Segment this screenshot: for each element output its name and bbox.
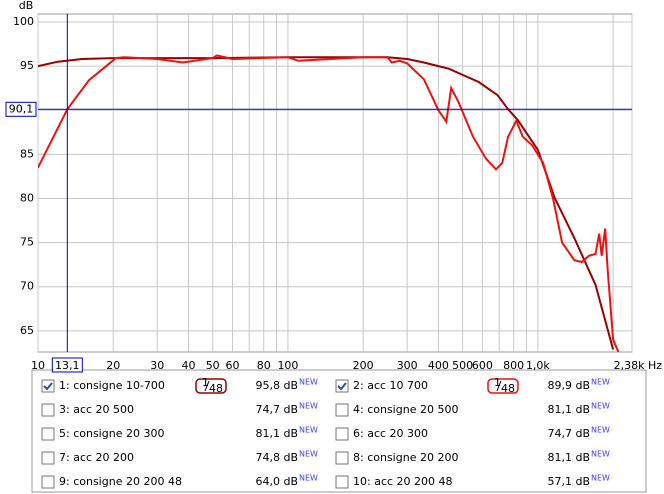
legend-entry: 6: acc 20 300 74,7 dB NEW: [335, 426, 610, 441]
level-value: 95,8 dB: [255, 379, 298, 392]
x-tick-label: 30: [150, 359, 164, 372]
new-badge: NEW: [299, 402, 318, 411]
new-badge: NEW: [299, 450, 318, 459]
x-tick-label: 40: [181, 359, 195, 372]
smoothing-slash: [496, 380, 502, 392]
smoothing-den: 48: [501, 382, 515, 395]
new-badge: NEW: [591, 426, 610, 435]
new-badge: NEW: [591, 450, 610, 459]
x-tick-label: 60: [225, 359, 239, 372]
new-badge: NEW: [299, 474, 318, 483]
legend-label: 4: consigne 20 500: [353, 403, 458, 416]
checkbox[interactable]: [335, 379, 349, 393]
smoothing-badge[interactable]: [195, 378, 227, 394]
level-value: 74,8 dB: [255, 451, 298, 464]
smoothing-den: 48: [209, 382, 223, 395]
level-value: 57,1 dB: [547, 475, 590, 488]
legend-entry: 8: consigne 20 200 81,1 dB NEW: [335, 450, 610, 465]
checkbox[interactable]: [335, 451, 349, 465]
y-tick-label: 85: [20, 147, 34, 160]
smoothing-slash: [204, 380, 210, 392]
legend-entry: 10: acc 20 200 48 57,1 dB NEW: [335, 474, 610, 489]
new-badge: NEW: [299, 378, 318, 387]
y-tick-label: 80: [20, 191, 34, 204]
x-tick-label: 500: [452, 359, 473, 372]
x-tick-label: 1,0k: [526, 359, 550, 372]
legend-label: 6: acc 20 300: [353, 427, 428, 440]
level-value: 74,7 dB: [547, 427, 590, 440]
cursor-label-box: [51, 357, 83, 373]
new-badge: NEW: [299, 426, 318, 435]
smoothing-badge[interactable]: [487, 378, 519, 394]
x-tick-label: 300: [397, 359, 418, 372]
x-tick-label: 50: [206, 359, 220, 372]
checkbox[interactable]: [335, 427, 349, 441]
checkbox[interactable]: [41, 451, 55, 465]
new-badge: NEW: [591, 474, 610, 483]
y-tick-label: 100: [13, 15, 34, 28]
level-value: 64,0 dB: [255, 475, 298, 488]
legend-label: 8: consigne 20 200: [353, 451, 458, 464]
y-tick-label: 75: [20, 236, 34, 249]
legend-entry: 5: consigne 20 300 81,1 dB NEW: [41, 426, 318, 441]
smoothing-num: 1: [202, 376, 209, 389]
legend-label: 5: consigne 20 300: [59, 427, 164, 440]
checkbox[interactable]: [41, 379, 55, 393]
legend-label: 3: acc 20 500: [59, 403, 134, 416]
y-tick-label: 65: [20, 324, 34, 337]
x-tick-label: 200: [353, 359, 374, 372]
y-tick-label: 70: [20, 280, 34, 293]
legend-label: 1: consigne 10-700: [59, 379, 165, 392]
legend-label: 2: acc 10 700: [353, 379, 428, 392]
checkbox[interactable]: [41, 475, 55, 489]
check-mark: [43, 382, 53, 391]
cursor-x-label: 13,1: [55, 359, 80, 372]
y-axis-label: dB: [19, 0, 34, 12]
checkbox[interactable]: [41, 427, 55, 441]
legend-entry: 7: acc 20 200 74,8 dB NEW: [41, 450, 318, 465]
smoothing-num: 1: [494, 376, 501, 389]
new-badge: NEW: [591, 378, 610, 387]
checkbox[interactable]: [41, 403, 55, 417]
level-value: 74,7 dB: [255, 403, 298, 416]
legend-label: 7: acc 20 200: [59, 451, 134, 464]
x-tick-label: 20: [106, 359, 120, 372]
legend-entry: 9: consigne 20 200 48 64,0 dB NEW: [41, 474, 318, 489]
x-tick-label: 100: [277, 359, 298, 372]
checkbox[interactable]: [335, 475, 349, 489]
legend-entry: 4: consigne 20 500 81,1 dB NEW: [335, 402, 610, 417]
level-value: 81,1 dB: [255, 427, 298, 440]
y-tick-label: 95: [20, 59, 34, 72]
x-tick-label: 400: [428, 359, 449, 372]
level-value: 89,9 dB: [547, 379, 590, 392]
x-tick-label: 10: [31, 359, 45, 372]
cursor-label-box: [5, 101, 37, 117]
level-value: 81,1 dB: [547, 451, 590, 464]
plot-area: [37, 13, 633, 353]
legend-entry: 1: consigne 10-700 95,8 dB NEW 1 48: [41, 376, 318, 395]
cursor-y-label: 90,1: [9, 102, 34, 115]
new-badge: NEW: [591, 402, 610, 411]
x-tick-label: 2,38k Hz: [614, 359, 663, 372]
level-value: 81,1 dB: [547, 403, 590, 416]
x-tick-label: 800: [503, 359, 524, 372]
response-curve: [38, 54, 620, 352]
legend-entry: 3: acc 20 500 74,7 dB NEW: [41, 402, 318, 417]
legend-label: 10: acc 20 200 48: [353, 475, 453, 488]
legend-entry: 2: acc 10 700 89,9 dB NEW 1 48: [335, 376, 610, 395]
check-mark: [337, 382, 347, 391]
checkbox[interactable]: [335, 403, 349, 417]
x-tick-label: 600: [472, 359, 493, 372]
legend-label: 9: consigne 20 200 48: [59, 475, 182, 488]
x-tick-label: 80: [257, 359, 271, 372]
